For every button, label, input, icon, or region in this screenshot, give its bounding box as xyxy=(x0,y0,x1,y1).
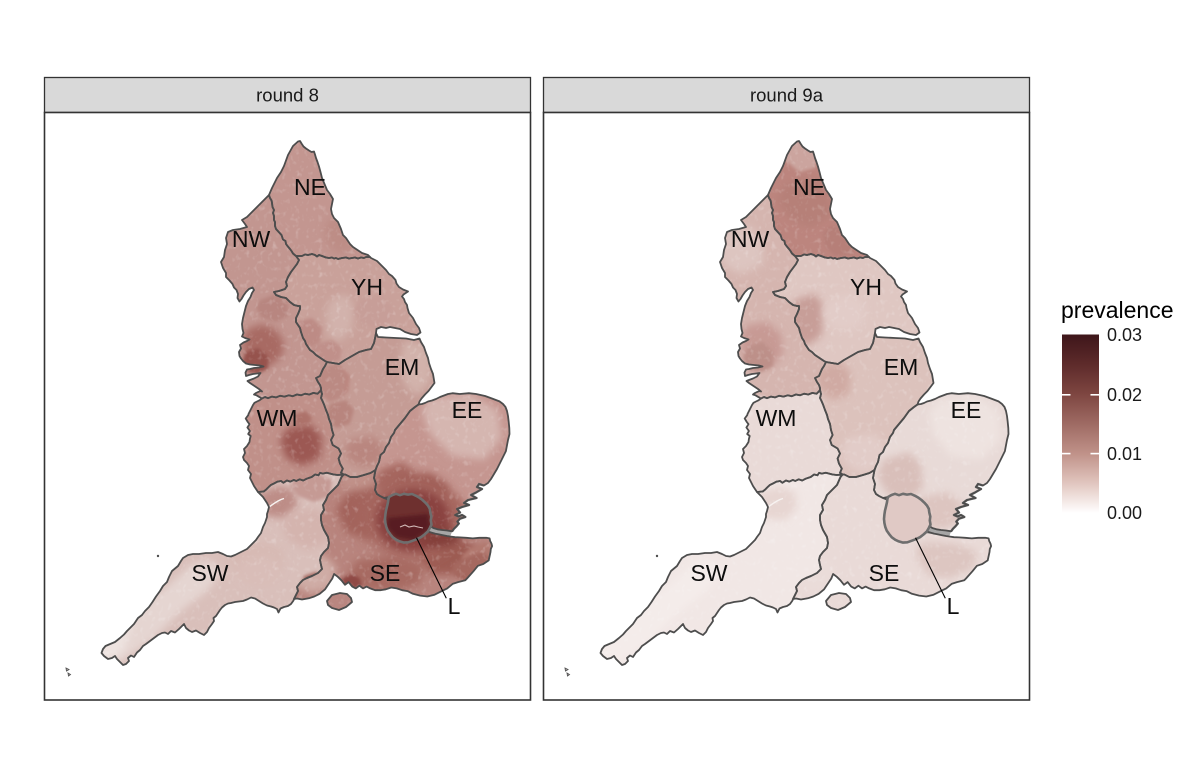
svg-text:0.01: 0.01 xyxy=(1107,444,1142,464)
svg-text:YH: YH xyxy=(351,274,383,300)
svg-text:SW: SW xyxy=(690,560,727,586)
svg-text:NW: NW xyxy=(232,226,271,252)
svg-text:0.00: 0.00 xyxy=(1107,503,1142,523)
svg-text:YH: YH xyxy=(850,274,882,300)
svg-text:SE: SE xyxy=(869,560,900,586)
svg-text:EE: EE xyxy=(452,397,483,423)
svg-text:0.03: 0.03 xyxy=(1107,325,1142,345)
svg-text:0.02: 0.02 xyxy=(1107,385,1142,405)
svg-text:SE: SE xyxy=(370,560,401,586)
svg-text:WM: WM xyxy=(257,405,298,431)
svg-text:EE: EE xyxy=(951,397,982,423)
svg-text:NW: NW xyxy=(731,226,770,252)
svg-text:round 9a: round 9a xyxy=(750,85,824,106)
svg-text:EM: EM xyxy=(884,354,919,380)
svg-text:prevalence: prevalence xyxy=(1061,297,1174,323)
svg-text:NE: NE xyxy=(793,174,825,200)
svg-text:WM: WM xyxy=(756,405,797,431)
svg-text:NE: NE xyxy=(294,174,326,200)
svg-text:L: L xyxy=(947,593,960,619)
svg-text:EM: EM xyxy=(385,354,420,380)
svg-text:round 8: round 8 xyxy=(256,85,319,106)
svg-text:SW: SW xyxy=(191,560,228,586)
svg-text:L: L xyxy=(448,593,461,619)
